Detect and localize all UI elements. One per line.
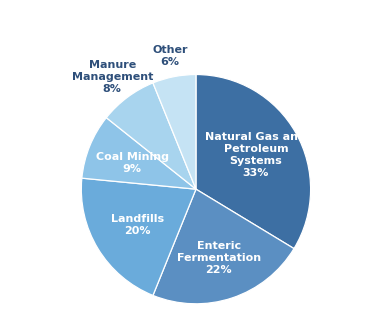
Wedge shape	[82, 118, 196, 189]
Text: Other
6%: Other 6%	[152, 45, 188, 67]
Wedge shape	[81, 178, 196, 295]
Wedge shape	[196, 74, 311, 248]
Wedge shape	[106, 83, 196, 189]
Text: Natural Gas and
Petroleum
Systems
33%: Natural Gas and Petroleum Systems 33%	[206, 132, 306, 178]
Text: Manure
Management
8%: Manure Management 8%	[72, 60, 153, 94]
Wedge shape	[153, 189, 294, 304]
Text: Coal Mining
9%: Coal Mining 9%	[96, 152, 169, 174]
Text: Enteric
Fermentation
22%: Enteric Fermentation 22%	[177, 241, 261, 275]
Text: Landfills
20%: Landfills 20%	[111, 214, 164, 236]
Wedge shape	[153, 74, 196, 189]
